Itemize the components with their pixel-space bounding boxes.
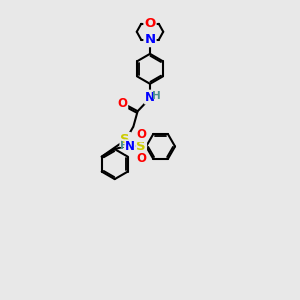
Text: O: O [117,97,127,110]
Text: O: O [144,17,156,30]
Text: S: S [121,133,130,146]
Text: H: H [120,142,128,152]
Text: O: O [136,152,146,165]
Text: N: N [125,140,135,153]
Text: N: N [145,91,155,103]
Text: O: O [136,128,146,141]
Text: H: H [152,91,161,100]
Text: S: S [136,140,146,153]
Text: N: N [144,33,156,46]
